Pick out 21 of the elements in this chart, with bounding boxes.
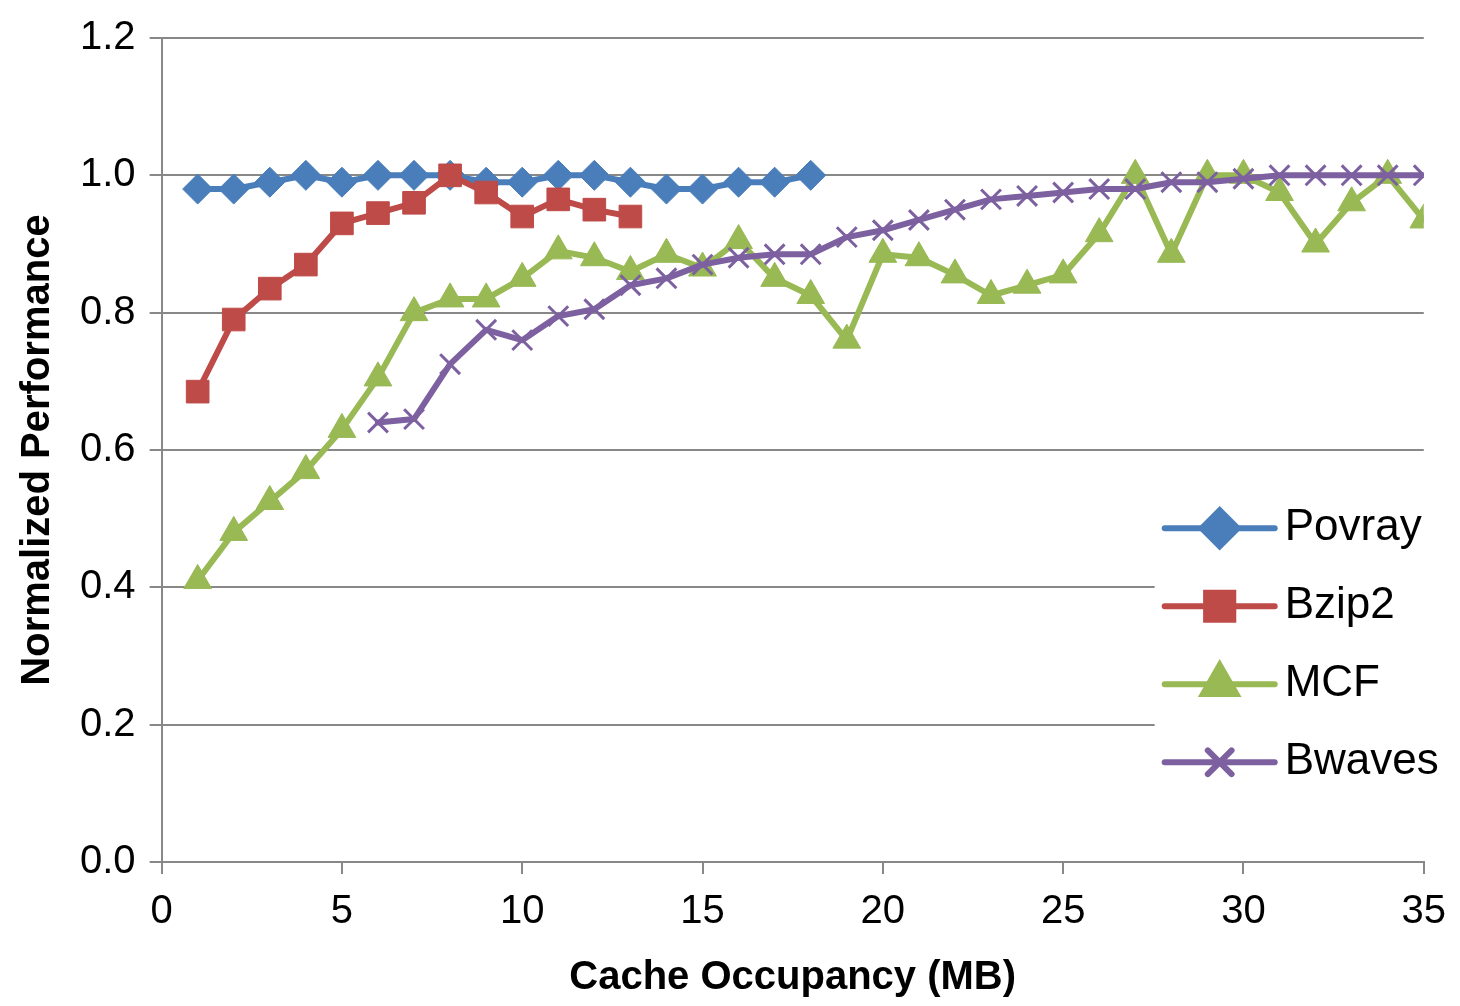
y-tick-label: 0.2 <box>80 699 136 744</box>
legend-label: Bzip2 <box>1284 578 1395 628</box>
y-tick-label: 0.4 <box>80 562 136 607</box>
x-tick-label: 5 <box>330 887 354 932</box>
y-tick-label: 1.0 <box>80 150 136 195</box>
x-tick-label: 15 <box>680 887 725 932</box>
x-tick-label: 10 <box>499 887 545 932</box>
legend-label: Bwaves <box>1284 734 1439 784</box>
y-tick-label: 0.6 <box>80 425 136 470</box>
y-axis-title: Normalized Performance <box>13 214 58 686</box>
x-tick-label: 20 <box>860 887 906 932</box>
y-tick-label: 1.2 <box>80 13 136 58</box>
legend-label: Povray <box>1284 500 1422 550</box>
x-tick-label: 0 <box>150 887 173 932</box>
y-tick-label: 0.8 <box>80 287 136 332</box>
x-tick-label: 35 <box>1401 887 1446 932</box>
x-axis-title: Cache Occupancy (MB) <box>569 953 1017 998</box>
x-tick-label: 30 <box>1221 887 1266 932</box>
x-tick-label: 25 <box>1040 887 1086 932</box>
legend-label: MCF <box>1284 656 1380 706</box>
y-tick-label: 0.0 <box>80 837 136 882</box>
